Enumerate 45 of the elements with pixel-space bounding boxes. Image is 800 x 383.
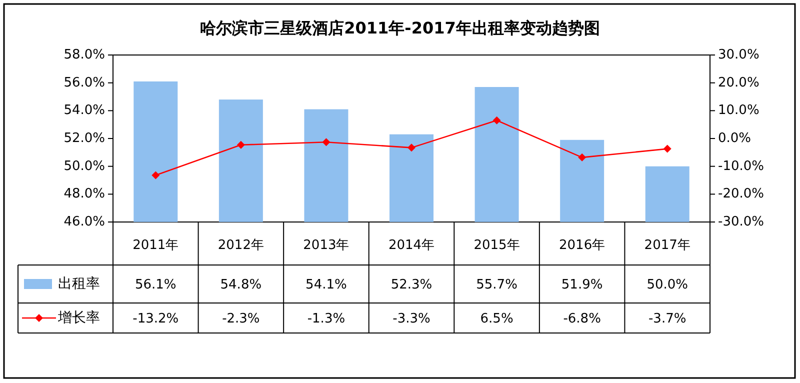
x-tick-label: 2011年: [132, 238, 179, 254]
point: [492, 116, 501, 124]
x-tick-label: 2017年: [644, 238, 690, 254]
y2-tick-label: -30.0%: [718, 214, 764, 230]
point: [322, 138, 330, 146]
point: [578, 153, 586, 162]
x-tick-label: 2014年: [388, 238, 435, 254]
data-label: -2.3%: [222, 312, 260, 327]
y2-tick-label: -20.0%: [718, 186, 764, 202]
point: [236, 140, 245, 149]
y2-tick-label: 10.0%: [718, 103, 760, 118]
point: [663, 144, 672, 153]
y2-tick-label: 20.0%: [718, 75, 760, 90]
data-label: -3.7%: [648, 312, 686, 327]
y-tick-label: 48.0%: [64, 186, 105, 202]
data-label: 51.9%: [561, 278, 603, 293]
data-label: 54.8%: [220, 278, 262, 293]
y-tick-label: 54.0%: [64, 103, 105, 118]
y-tick-label: 50.0%: [64, 158, 105, 174]
data-label: 55.7%: [476, 278, 518, 293]
data-label: -6.8%: [563, 312, 601, 327]
data-label: 6.5%: [480, 312, 514, 327]
x-tick-label: 2015年: [474, 238, 520, 254]
data-label: 56.1%: [134, 278, 176, 293]
y-tick-label: 52.0%: [64, 131, 105, 146]
x-tick-label: 2013年: [303, 238, 350, 254]
y-tick-label: 46.0%: [64, 214, 105, 230]
x-tick-label: 2016年: [559, 238, 606, 254]
y2-tick-label: -10.0%: [718, 158, 764, 174]
point: [408, 144, 416, 152]
data-label: 50.0%: [646, 278, 688, 293]
y2-tick-label: 30.0%: [718, 48, 760, 63]
data-label: -13.2%: [132, 312, 179, 327]
y-tick-label: 58.0%: [64, 48, 105, 63]
data-label: -1.3%: [307, 312, 346, 327]
data-label: -3.3%: [392, 312, 430, 327]
data-label: 54.1%: [306, 278, 347, 293]
chart-title: 哈尔滨市三星级酒店2011年-2017年出租率变动趋势图: [200, 18, 600, 38]
point: [152, 171, 160, 180]
legend-label: 增长率: [57, 310, 100, 326]
y-tick-label: 56.0%: [64, 75, 105, 90]
y2-tick-label: 0.0%: [718, 131, 752, 146]
legend-label: 出租率: [58, 276, 100, 292]
x-tick-label: 2012年: [218, 238, 264, 254]
data-label: 52.3%: [390, 278, 432, 293]
